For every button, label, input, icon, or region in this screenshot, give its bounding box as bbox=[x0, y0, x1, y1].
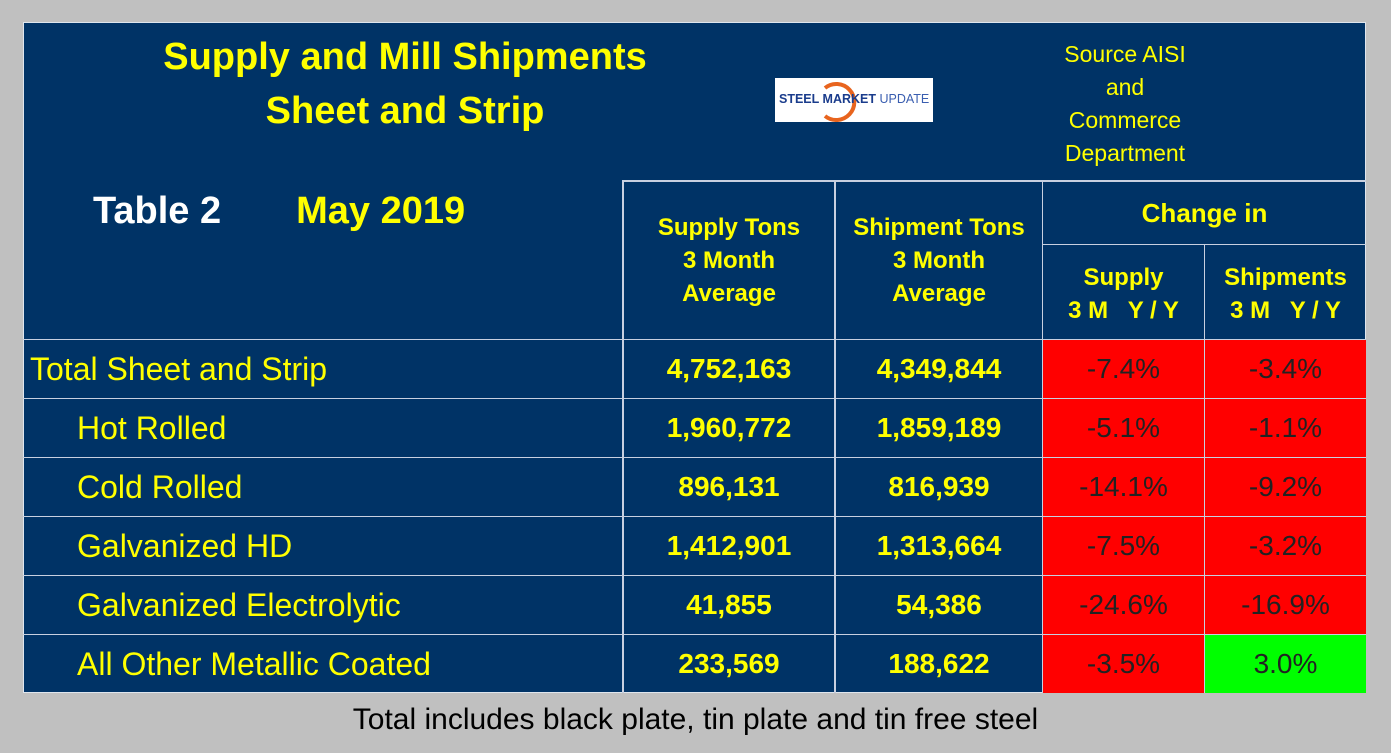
shipment-tons: 54,386 bbox=[896, 589, 982, 620]
shipments-change: -3.4% bbox=[1205, 340, 1366, 398]
row-label: All Other Metallic Coated bbox=[77, 646, 431, 682]
supply-change: -14.1% bbox=[1043, 458, 1204, 516]
footnote: Total includes black plate, tin plate an… bbox=[352, 703, 1039, 736]
shipment-tons: 188,622 bbox=[888, 648, 990, 679]
page-title: Supply and Mill Shipments Sheet and Strip bbox=[163, 36, 647, 132]
shipments-change: -3.2% bbox=[1205, 517, 1366, 575]
supply-tons: 1,960,772 bbox=[666, 412, 792, 443]
steel-market-update-logo: STEEL MARKET UPDATE bbox=[775, 78, 933, 122]
supply-change: -24.6% bbox=[1043, 576, 1204, 634]
row-divider bbox=[23, 398, 1366, 399]
shipment-tons: 1,313,664 bbox=[876, 530, 1002, 561]
supply-change: -5.1% bbox=[1043, 399, 1204, 457]
row-label: Cold Rolled bbox=[77, 469, 243, 505]
period: May 2019 bbox=[296, 190, 466, 232]
shipments-change: 3.0% bbox=[1205, 635, 1366, 693]
shipment-tons: 4,349,844 bbox=[876, 353, 1002, 384]
row-divider bbox=[23, 516, 1366, 517]
row-label: Galvanized HD bbox=[77, 528, 293, 564]
source-note: Source AISI and Commerce Department bbox=[1064, 41, 1186, 166]
shipments-change: -9.2% bbox=[1205, 458, 1366, 516]
header-supply-change: Supply 3 M Y / Y bbox=[1068, 264, 1179, 324]
supply-change: -7.4% bbox=[1043, 340, 1204, 398]
supply-tons: 896,131 bbox=[678, 471, 780, 502]
supply-tons: 233,569 bbox=[678, 648, 780, 679]
supply-change: -3.5% bbox=[1043, 635, 1204, 693]
shipments-change: -1.1% bbox=[1205, 399, 1366, 457]
supply-tons: 41,855 bbox=[686, 589, 772, 620]
supply-tons: 4,752,163 bbox=[666, 353, 792, 384]
header-change-in: Change in bbox=[1141, 198, 1268, 228]
header-supply-tons: Supply Tons 3 Month Average bbox=[657, 214, 801, 307]
shipment-tons: 1,859,189 bbox=[876, 412, 1002, 443]
table-number: Table 2 bbox=[93, 190, 222, 232]
row-label: Hot Rolled bbox=[77, 410, 227, 446]
supply-change: -7.5% bbox=[1043, 517, 1204, 575]
header-shipments-change: Shipments 3 M Y / Y bbox=[1224, 264, 1347, 324]
row-divider bbox=[23, 575, 1366, 576]
row-divider bbox=[23, 339, 1366, 340]
row-label: Galvanized Electrolytic bbox=[77, 587, 401, 623]
row-divider bbox=[23, 457, 1366, 458]
row-label: Total Sheet and Strip bbox=[30, 351, 328, 387]
row-divider bbox=[23, 634, 1366, 635]
shipments-change: -16.9% bbox=[1205, 576, 1366, 634]
shipment-tons: 816,939 bbox=[888, 471, 990, 502]
supply-tons: 1,412,901 bbox=[666, 530, 792, 561]
header-shipment-tons: Shipment Tons 3 Month Average bbox=[853, 214, 1025, 307]
table-label-row: Table 2 May 2019 bbox=[93, 190, 465, 233]
